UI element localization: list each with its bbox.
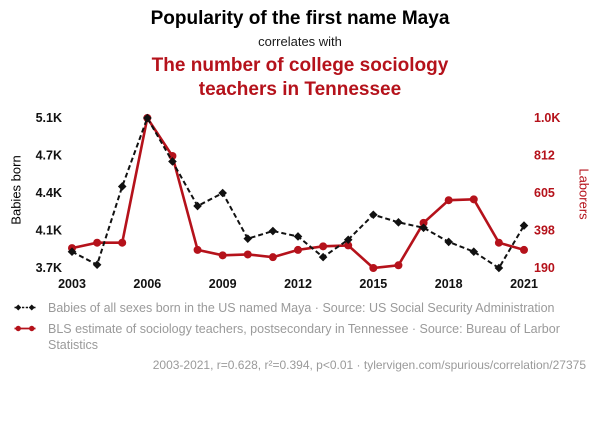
legend: Babies of all sexes born in the US named… (10, 300, 590, 354)
right-axis-tick-label: 1.0K (534, 111, 560, 125)
teachers-data-point (494, 238, 503, 247)
babies-data-point (117, 181, 127, 191)
babies-data-point (193, 201, 202, 210)
right-axis-tick-label: 605 (534, 186, 555, 200)
x-axis-tick-label: 2009 (209, 277, 237, 291)
legend-label-teachers: BLS estimate of sociology teachers, post… (48, 321, 560, 352)
teachers-data-point (218, 250, 227, 259)
black-diamond-dashed-marker-icon (14, 304, 36, 310)
legend-row-teachers: BLS estimate of sociology teachers, post… (10, 321, 590, 354)
x-axis-tick-label: 2003 (58, 277, 86, 291)
right-axis-tick-label: 398 (534, 223, 555, 237)
chart-figure: Popularity of the first name Maya correl… (0, 8, 600, 372)
babies-data-point (394, 217, 403, 227)
teachers-data-point (168, 151, 177, 160)
babies-data-point (168, 156, 177, 166)
footer-stats: 2003-2021, r=0.628, r²=0.394, p<0.01 · t… (152, 358, 586, 373)
chart-area: Babies born Laborers 3.7K 190 4.1K 398 4.4K 6… (0, 102, 600, 298)
teachers-data-point (444, 195, 453, 204)
teachers-data-point (344, 240, 353, 249)
teachers-data-point (294, 245, 302, 254)
x-axis-tick-label: 2015 (359, 277, 387, 291)
babies-data-point (143, 113, 152, 122)
legend-row-babies: Babies of all sexes born in the US named… (10, 300, 590, 316)
babies-data-point (268, 226, 278, 235)
teachers-data-point (193, 245, 202, 254)
chart-title-secondary: The number of college sociology teachers… (151, 55, 449, 100)
babies-data-point (67, 246, 77, 256)
teachers-data-point (243, 249, 252, 258)
teachers-data-point (469, 194, 478, 203)
chart-title-connector: correlates with (258, 34, 342, 49)
right-axis-tick-label: 812 (534, 148, 555, 162)
teachers-data-point (369, 263, 378, 272)
teachers-data-point (520, 245, 528, 254)
x-axis-tick-label: 2012 (284, 277, 312, 291)
babies-data-point (343, 234, 353, 244)
babies-series-line (71, 115, 525, 269)
chart-title-primary: Popularity of the first name Maya (150, 8, 450, 29)
teachers-data-point (268, 252, 277, 261)
babies-data-point (293, 231, 303, 241)
teachers-data-point (93, 238, 102, 247)
left-axis-tick-label: 4.7K (36, 148, 62, 162)
chart-svg: 3.7K 190 4.1K 398 4.4K 605 4.7K 812 5.1K 1.0K 2003… (36, 111, 561, 291)
left-axis-tick-label: 3.7K (36, 261, 62, 275)
legend-label-babies: Babies of all sexes born in the US named… (48, 300, 555, 315)
teachers-data-point (319, 241, 328, 250)
babies-data-point (494, 263, 504, 272)
babies-data-point (318, 252, 328, 261)
left-axis-tick-label: 4.4K (36, 186, 62, 200)
babies-data-point (444, 237, 453, 246)
teachers-data-point (394, 260, 403, 269)
x-axis-tick-label: 2006 (133, 277, 161, 291)
x-axis-tick-label: 2018 (435, 277, 463, 291)
babies-data-point (92, 259, 102, 269)
babies-data-point (519, 220, 529, 230)
teachers-data-point (118, 238, 127, 247)
babies-data-point (469, 246, 479, 256)
right-axis-tick-label: 190 (534, 261, 555, 275)
left-axis-tick-label: 5.1K (36, 111, 62, 125)
babies-data-point (243, 233, 253, 243)
red-circle-line-marker-icon (14, 325, 36, 331)
babies-data-point (369, 209, 378, 219)
teachers-data-point (419, 218, 428, 227)
babies-data-point (218, 188, 227, 197)
x-axis-tick-label: 2021 (510, 277, 538, 291)
left-axis-tick-label: 4.1K (36, 223, 62, 237)
